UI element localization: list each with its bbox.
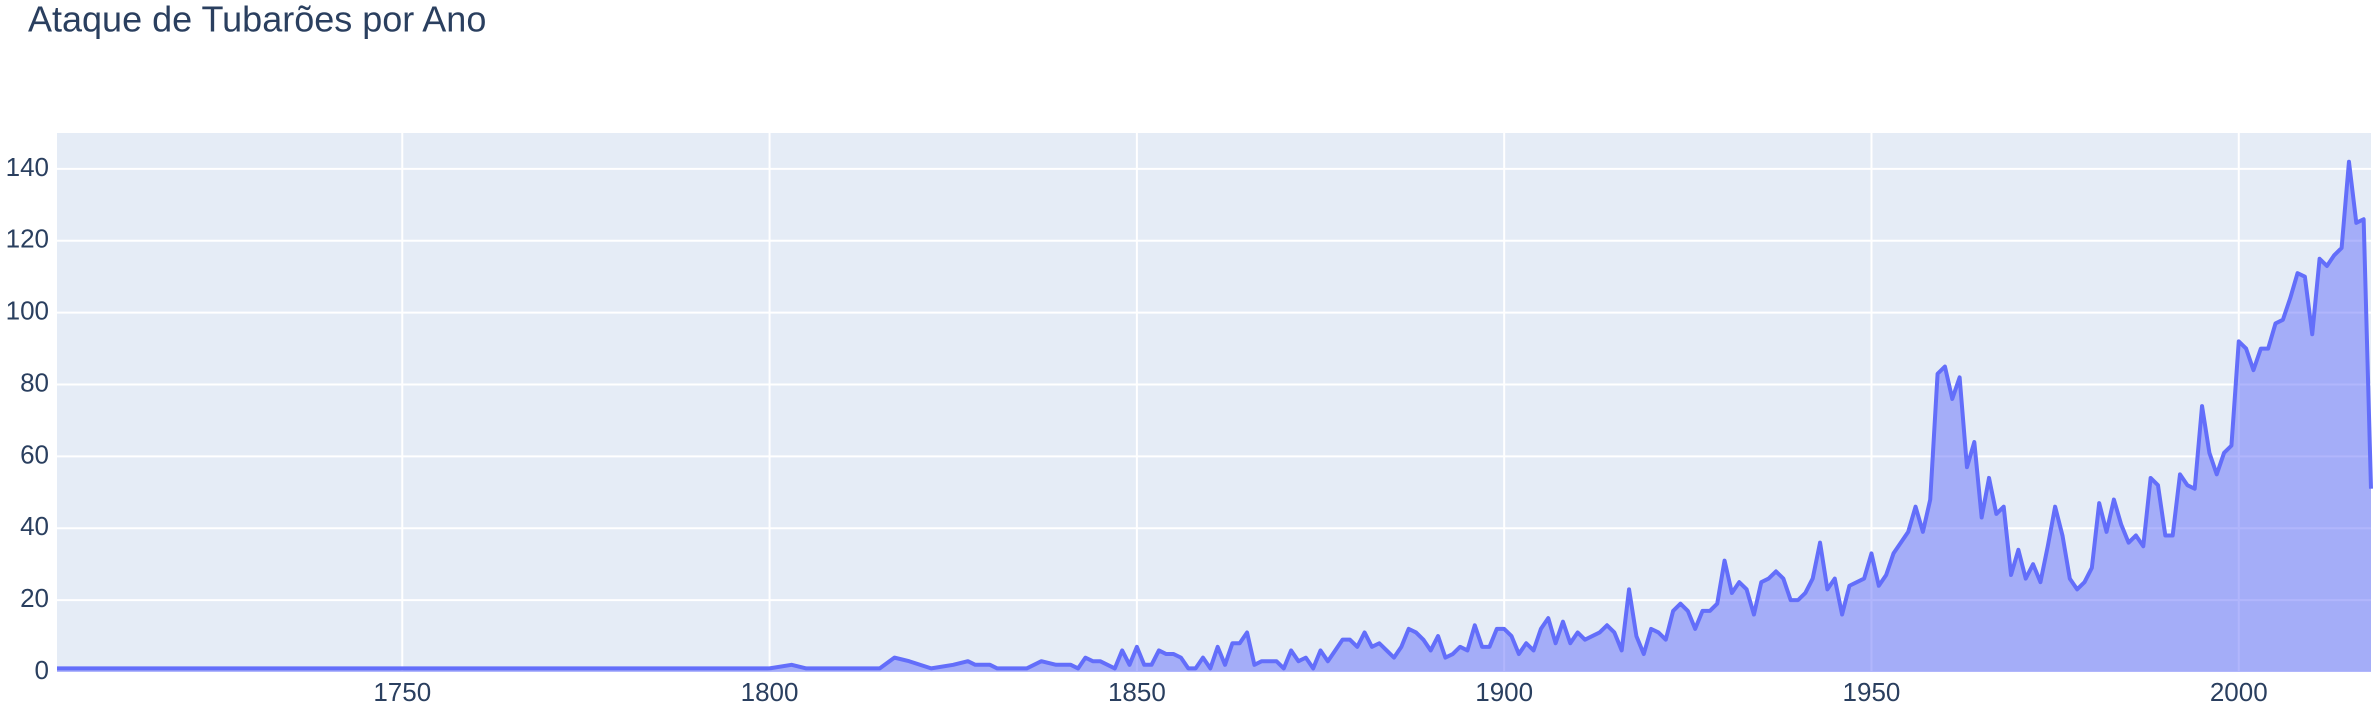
y-tick-label: 60 — [20, 439, 49, 469]
y-tick-label: 100 — [6, 296, 49, 326]
x-tick-label: 1800 — [741, 677, 799, 707]
x-tick-label: 1900 — [1475, 677, 1533, 707]
x-tick-label: 2000 — [2210, 677, 2268, 707]
y-tick-label: 80 — [20, 367, 49, 397]
y-tick-label: 20 — [20, 583, 49, 613]
y-tick-label: 0 — [35, 655, 49, 685]
y-tick-label: 40 — [20, 511, 49, 541]
y-tick-label: 120 — [6, 224, 49, 254]
x-tick-label: 1950 — [1843, 677, 1901, 707]
area-line — [57, 159, 2373, 671]
y-tick-label: 140 — [6, 152, 49, 182]
chart-title: Ataque de Tubarões por Ano — [28, 0, 486, 40]
area-fill — [57, 161, 2371, 672]
x-tick-label: 1850 — [1108, 677, 1166, 707]
x-tick-label: 1750 — [373, 677, 431, 707]
